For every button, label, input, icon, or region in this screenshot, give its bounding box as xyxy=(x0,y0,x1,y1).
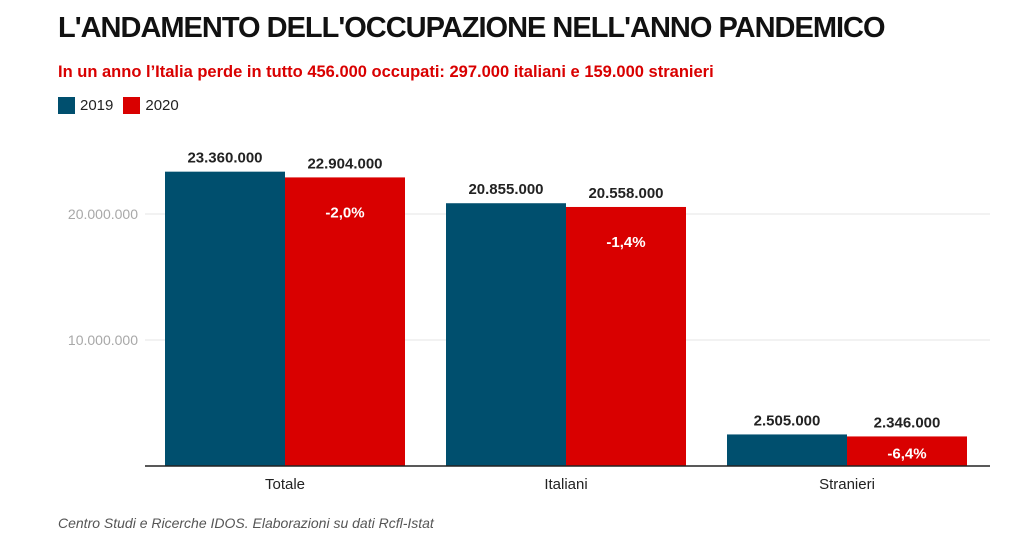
y-tick-label: 20.000.000 xyxy=(68,206,138,222)
change-label: -2,0% xyxy=(325,204,364,221)
x-tick-label: Totale xyxy=(265,476,305,493)
x-tick-label: Stranieri xyxy=(819,476,875,493)
legend: 2019 2020 xyxy=(58,97,179,114)
bar-2019-totale xyxy=(165,171,285,466)
legend-item-2019: 2019 xyxy=(58,97,113,114)
data-label: 20.558.000 xyxy=(588,185,663,202)
y-tick-label: 10.000.000 xyxy=(68,332,138,348)
data-label: 2.346.000 xyxy=(874,414,941,431)
chart-title: L'ANDAMENTO DELL'OCCUPAZIONE NELL'ANNO P… xyxy=(58,12,886,44)
data-label: 2.505.000 xyxy=(754,412,821,429)
bar-2020-totale xyxy=(285,177,405,466)
data-label: 20.855.000 xyxy=(468,181,543,198)
bar-2020-italiani xyxy=(566,206,686,467)
data-label: 23.360.000 xyxy=(187,150,262,167)
chart-subtitle: In un anno l’Italia perde in tutto 456.0… xyxy=(58,63,714,81)
change-label: -1,4% xyxy=(606,234,645,251)
data-label: 22.904.000 xyxy=(307,155,382,172)
bar-2020-stranieri xyxy=(847,436,967,466)
legend-item-2020: 2020 xyxy=(123,97,179,114)
legend-swatch-2020 xyxy=(123,97,141,114)
legend-swatch-2019 xyxy=(58,97,75,114)
bar-2019-stranieri xyxy=(727,434,847,466)
source-note: Centro Studi e Ricerche IDOS. Elaborazio… xyxy=(58,515,434,531)
legend-label-2019: 2019 xyxy=(80,97,114,114)
x-tick-label: Italiani xyxy=(544,476,587,493)
legend-label-2020: 2020 xyxy=(145,97,179,114)
bar-2019-italiani xyxy=(446,203,566,467)
change-label: -6,4% xyxy=(887,445,926,462)
